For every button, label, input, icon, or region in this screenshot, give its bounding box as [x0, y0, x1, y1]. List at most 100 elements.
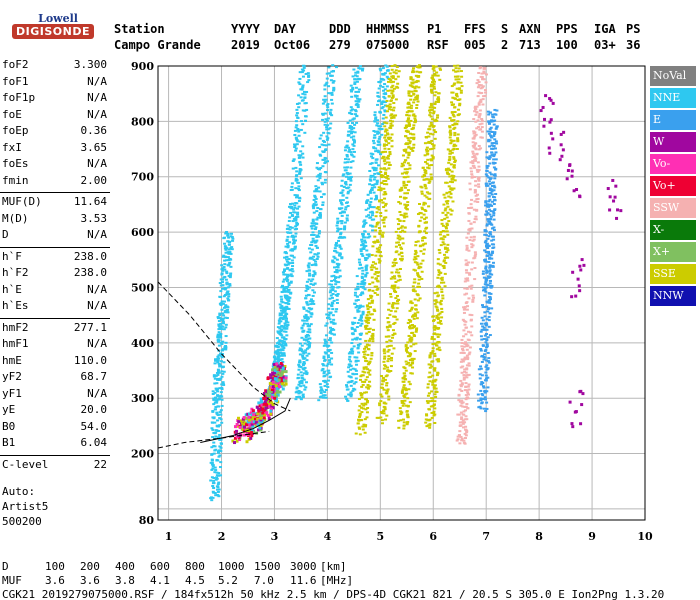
echo-point: [212, 444, 216, 447]
echo-point: [472, 154, 476, 157]
echo-point: [435, 374, 439, 377]
echo-point: [393, 302, 397, 305]
echo-point: [406, 142, 410, 145]
echo-point: [332, 318, 336, 321]
echo-point: [356, 346, 360, 349]
cluster-point: [274, 393, 278, 397]
echo-point: [346, 133, 350, 136]
echo-point: [387, 398, 391, 401]
echo-point: [225, 317, 229, 320]
echo-point: [306, 264, 310, 267]
echo-point: [330, 70, 334, 73]
echo-point: [297, 392, 301, 395]
echo-point: [223, 311, 227, 314]
echo-point: [490, 120, 494, 123]
echo-point: [375, 416, 379, 419]
echo-point: [415, 70, 419, 73]
echo-point: [485, 286, 489, 289]
echo-point: [485, 407, 489, 410]
echo-point: [220, 360, 224, 363]
echo-point: [381, 122, 385, 125]
echo-point: [308, 344, 312, 347]
echo-point: [385, 392, 389, 395]
echo-point: [370, 254, 374, 257]
echo-point: [415, 98, 419, 101]
echo-point: [221, 382, 225, 385]
echo-point: [490, 151, 494, 154]
echo-point: [408, 359, 412, 362]
echo-point: [398, 202, 402, 205]
echo-point: [462, 329, 466, 332]
echo-point: [422, 178, 426, 181]
echo-point: [428, 380, 432, 383]
echo-point: [443, 272, 447, 275]
echo-point: [353, 291, 357, 294]
echo-point: [327, 307, 331, 310]
echo-point: [431, 400, 435, 403]
echo-point: [465, 301, 469, 304]
echo-point: [364, 345, 368, 348]
echo-point: [373, 172, 377, 175]
hdr-year-value: 2019: [231, 38, 260, 52]
echo-point: [381, 157, 385, 160]
echo-point: [390, 113, 394, 116]
echo-point: [457, 399, 461, 402]
echo-point: [389, 365, 393, 368]
echo-point: [365, 324, 369, 327]
echo-point: [281, 284, 285, 287]
echo-point: [216, 419, 220, 422]
echo-point: [366, 318, 370, 321]
echo-point: [446, 205, 450, 208]
echo-point: [439, 231, 443, 234]
echo-point: [402, 366, 406, 369]
echo-point: [376, 91, 380, 94]
cluster-point: [259, 397, 263, 401]
echo-point: [310, 227, 314, 230]
echo-point: [379, 125, 383, 128]
echo-point: [326, 354, 330, 357]
echo-point: [319, 134, 323, 137]
echo-point: [212, 452, 216, 455]
echo-point: [428, 354, 432, 357]
echo-point: [227, 295, 231, 298]
echo-point: [218, 378, 222, 381]
echo-point: [323, 394, 327, 397]
echo-point: [277, 353, 281, 356]
echo-point: [426, 401, 430, 404]
echo-point: [379, 244, 383, 247]
echo-point: [311, 289, 315, 292]
echo-point: [352, 321, 356, 324]
echo-point: [440, 222, 444, 225]
echo-point: [347, 130, 351, 133]
legend: NoVal NNE E W Vo- Vo+ SSW X- X+ SSE NNW: [650, 66, 696, 308]
echo-point: [366, 321, 370, 324]
echo-point: [219, 409, 223, 412]
echo-point: [296, 373, 300, 376]
echo-point: [306, 81, 310, 84]
echo-point: [443, 217, 447, 220]
echo-point: [326, 131, 330, 134]
cluster-point: [251, 420, 255, 424]
w-echo-point: [541, 105, 545, 109]
echo-point: [414, 251, 418, 254]
echo-point: [329, 286, 333, 289]
echo-point: [289, 211, 293, 214]
echo-point: [441, 229, 445, 232]
echo-point: [319, 391, 323, 394]
echo-point: [382, 360, 386, 363]
echo-point: [281, 280, 285, 283]
echo-point: [326, 106, 330, 109]
echo-point: [328, 112, 332, 115]
echo-point: [301, 123, 305, 126]
echo-point: [430, 390, 434, 393]
echo-point: [382, 89, 386, 92]
echo-point: [315, 235, 319, 238]
autoscaling-info: Auto: Artist5 500200: [2, 484, 48, 529]
echo-point: [492, 212, 496, 215]
echo-point: [317, 235, 321, 238]
echo-point: [400, 257, 404, 260]
echo-point: [358, 67, 362, 70]
echo-point: [364, 327, 368, 330]
echo-point: [474, 133, 478, 136]
echo-point: [374, 225, 378, 228]
